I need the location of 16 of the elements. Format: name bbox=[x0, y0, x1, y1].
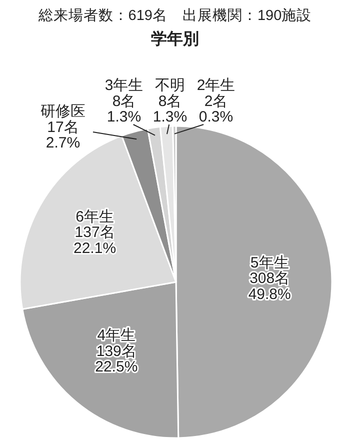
data-label: 17名 2.7% bbox=[46, 118, 80, 152]
slice-label: 6年生 bbox=[76, 208, 114, 226]
data-label: 2名 0.3% bbox=[198, 92, 234, 126]
data-label: 137名 22.1% bbox=[74, 224, 116, 257]
chart-subtitle: 総来場者数：619名 出展機関：190施設 bbox=[37, 7, 312, 24]
data-label: 8名 1.3% bbox=[106, 92, 142, 126]
data-label: 308名 49.8% bbox=[248, 270, 291, 303]
slice-label: 研修医 bbox=[40, 103, 86, 120]
slice-label: 5年生 bbox=[250, 254, 289, 272]
data-label: 139名 22.5% bbox=[95, 342, 138, 376]
slice-label: 2年生 bbox=[196, 77, 236, 94]
chart-title: 学年別 bbox=[151, 30, 199, 48]
data-label: 8名 1.3% bbox=[152, 92, 188, 126]
slice-label: 4年生 bbox=[97, 327, 136, 344]
slice-label: 不明 bbox=[155, 77, 185, 94]
slice-label: 3年生 bbox=[104, 77, 144, 94]
